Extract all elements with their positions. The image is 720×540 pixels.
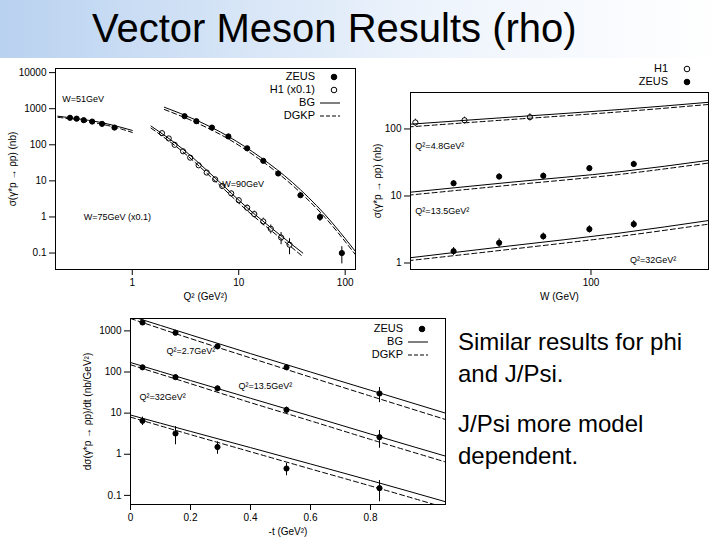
svg-text:100: 100 [583, 277, 600, 288]
html-text:ZEUS: ZEUS [373, 322, 403, 334]
svg-text:10: 10 [233, 277, 245, 288]
html-text:H1 (x0.1): H1 (x0.1) [269, 83, 315, 95]
svg-text:1: 1 [396, 257, 402, 268]
svg-text:0.1: 0.1 [33, 247, 47, 258]
svg-text:-t (GeV²): -t (GeV²) [269, 526, 308, 537]
html-text:H1: H1 [653, 62, 668, 74]
html-text:Vector Meson Results (rho): Vector Meson Results (rho) [92, 6, 577, 50]
html-text:ZEUS: ZEUS [285, 70, 315, 82]
svg-text:100: 100 [385, 123, 402, 134]
svg-text:0: 0 [128, 512, 134, 523]
svg-text:0.8: 0.8 [364, 512, 378, 523]
svg-text:10000: 10000 [19, 67, 47, 78]
svg-text:Q²=4.8GeV²: Q²=4.8GeV² [415, 141, 464, 151]
svg-text:0.6: 0.6 [304, 512, 318, 523]
svg-text:1000: 1000 [24, 103, 47, 114]
svg-text:Q²=32GeV²: Q²=32GeV² [140, 392, 186, 402]
svg-text:10: 10 [110, 407, 122, 418]
svg-text:Q²=13.5GeV²: Q²=13.5GeV² [239, 381, 293, 391]
svg-text:W (GeV): W (GeV) [540, 291, 579, 302]
svg-text:1: 1 [129, 277, 135, 288]
html-text:Similar results for phi and J/: Similar results for phi and J/Psi. [458, 328, 683, 387]
html-text:J/Psi more model dependent.: J/Psi more model dependent. [458, 410, 644, 469]
html-text:DGKP: DGKP [371, 348, 403, 360]
svg-text:100: 100 [105, 366, 122, 377]
svg-text:W=75GeV (x0.1): W=75GeV (x0.1) [84, 212, 151, 222]
svg-text:W=51GeV: W=51GeV [62, 94, 104, 104]
svg-text:0.4: 0.4 [244, 512, 258, 523]
svg-text:100: 100 [337, 277, 354, 288]
html-text:ZEUS: ZEUS [638, 75, 668, 87]
svg-text:10: 10 [390, 190, 402, 201]
svg-text:Q²=13.5GeV²: Q²=13.5GeV² [415, 206, 469, 216]
svg-text:10: 10 [35, 175, 47, 186]
html-text:BG: BG [387, 335, 403, 347]
html-text:BG: BG [299, 96, 315, 108]
svg-text:σ(γ*p → ρp) (nb): σ(γ*p → ρp) (nb) [372, 144, 383, 219]
svg-text:1000: 1000 [99, 325, 122, 336]
svg-text:dσ(γ*p → ρp)/dt (nb/GeV²): dσ(γ*p → ρp)/dt (nb/GeV²) [82, 353, 93, 470]
svg-text:0.1: 0.1 [108, 490, 122, 501]
svg-text:100: 100 [30, 139, 47, 150]
html-text:DGKP: DGKP [283, 109, 315, 121]
svg-text:Q²=32GeV²: Q²=32GeV² [630, 255, 676, 265]
svg-text:1: 1 [116, 448, 122, 459]
svg-text:W=90GeV: W=90GeV [222, 179, 264, 189]
svg-text:1: 1 [41, 211, 47, 222]
svg-text:Q²=2.7GeV²: Q²=2.7GeV² [167, 346, 216, 356]
svg-text:0.2: 0.2 [184, 512, 198, 523]
svg-text:σ(γ*p → ρp) (nb): σ(γ*p → ρp) (nb) [7, 132, 18, 207]
svg-text:Q² (GeV²): Q² (GeV²) [184, 291, 228, 302]
